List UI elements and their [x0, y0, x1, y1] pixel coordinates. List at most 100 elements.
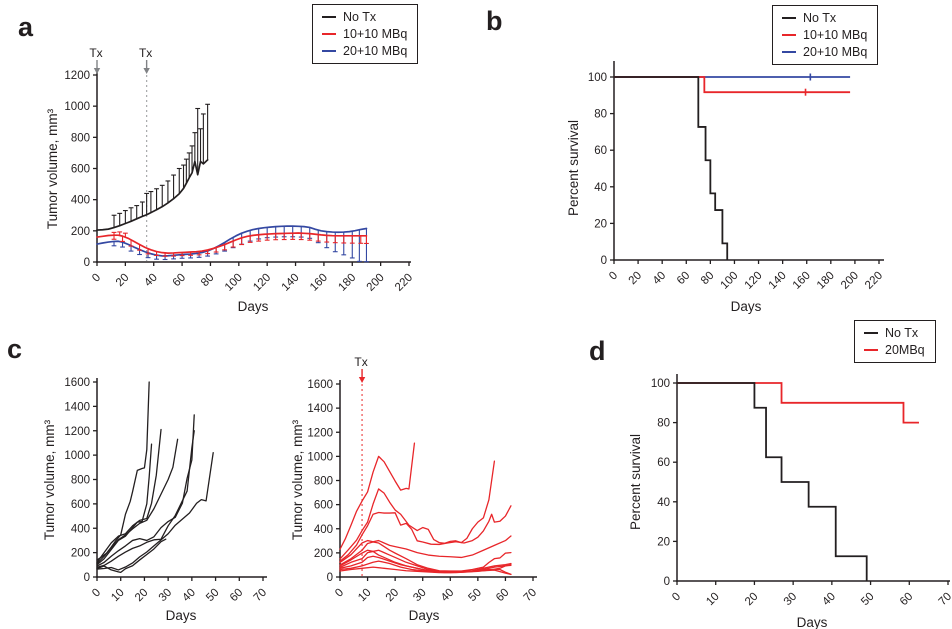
x-tick-label: 20 [133, 587, 151, 605]
panel-label-b: b [486, 6, 503, 36]
series-no-tx [677, 382, 868, 581]
y-tick-label: 800 [71, 475, 90, 487]
y-tick-label: 1600 [64, 377, 90, 389]
x-tick-label: 100 [223, 272, 245, 294]
x-tick-label: 60 [494, 587, 512, 605]
series-mouse-6 [339, 549, 512, 573]
legend-line-swatch-icon [322, 32, 336, 36]
data-line [96, 381, 150, 561]
legend-panel-d: No Tx 20MBq [854, 320, 936, 363]
y-axis-label: Percent survival [566, 120, 581, 216]
series-mouse-10 [339, 566, 512, 575]
y-tick-label: 600 [71, 499, 90, 511]
y-axis-label: Tumor volume, mm³ [45, 108, 60, 229]
y-axis-label: Percent survival [628, 434, 643, 530]
legend-line-swatch-icon [864, 331, 878, 335]
y-tick-label: 400 [71, 195, 90, 207]
tx-annotation-label: Tx [354, 355, 367, 369]
legend-item: No Tx [782, 10, 867, 26]
y-tick-label: 0 [84, 257, 90, 269]
legend-line-swatch-icon [322, 49, 336, 53]
series-10-10-mbq [96, 231, 369, 257]
y-tick-label: 100 [588, 72, 607, 84]
x-tick-label: 20 [627, 270, 645, 288]
y-tick-label: 200 [314, 548, 333, 560]
legend-item: 10+10 MBq [782, 27, 867, 43]
x-tick-label: 60 [675, 270, 693, 288]
x-tick-label: 60 [228, 587, 246, 605]
x-tick-label: 160 [308, 272, 330, 294]
y-tick-label: 1400 [307, 403, 333, 415]
y-tick-label: 20 [594, 218, 607, 230]
x-tick-label: 0 [90, 272, 103, 285]
y-tick-label: 200 [71, 226, 90, 238]
panel-label-d: d [589, 336, 606, 366]
legend-item: No Tx [864, 325, 925, 341]
series-mouse-1 [339, 442, 416, 550]
legend-panel-b: No Tx 10+10 MBq 20+10 MBq [772, 5, 879, 65]
x-tick-label: 140 [767, 270, 789, 292]
y-tick-label: 200 [71, 548, 90, 560]
series-mouse-3 [339, 505, 512, 562]
x-tick-label: 120 [743, 270, 765, 292]
series-mouse-5 [339, 541, 512, 572]
series-mouse-5 [96, 414, 195, 567]
y-tick-label: 40 [594, 182, 607, 194]
y-tick-label: 80 [657, 418, 670, 430]
x-tick-label: 220 [393, 272, 415, 294]
y-tick-label: 1000 [64, 450, 90, 462]
survival-curve [677, 382, 919, 424]
y-tick-label: 20 [657, 536, 670, 548]
y-tick-label: 60 [594, 145, 607, 157]
x-tick-label: 70 [937, 591, 952, 609]
legend-label: No Tx [803, 11, 837, 25]
chart-c2: 0 10 20 30 40 50 60 70 0 200 400 600 800 1000 1200 1400… [290, 355, 539, 623]
x-tick-label: 80 [699, 270, 717, 288]
legend-label: No Tx [343, 10, 377, 24]
survival-curve [614, 76, 851, 94]
y-tick-label: 1400 [64, 401, 90, 413]
data-line [96, 443, 153, 566]
y-tick-label: 600 [71, 164, 90, 176]
x-tick-label: 40 [180, 587, 198, 605]
legend-label: 20+10 MBq [343, 44, 408, 58]
legend-label: No Tx [885, 326, 919, 340]
legend-line-swatch-icon [782, 50, 796, 54]
series-no-tx [96, 103, 211, 231]
x-tick-label: 180 [336, 272, 358, 294]
legend-line-swatch-icon [782, 33, 796, 37]
data-line [96, 430, 195, 568]
data-line [96, 452, 214, 571]
series-no-tx [614, 76, 729, 260]
y-tick-label: 400 [314, 524, 333, 536]
y-tick-label: 0 [327, 572, 333, 584]
x-tick-label: 20 [114, 272, 132, 290]
x-tick-label: 30 [782, 591, 800, 609]
y-tick-label: 1000 [307, 451, 333, 463]
x-tick-label: 10 [109, 587, 127, 605]
y-tick-label: 1200 [307, 427, 333, 439]
legend-item: 20MBq [864, 342, 925, 358]
y-axis-label: Tumor volume, mm³ [290, 419, 305, 540]
x-tick-label: 200 [365, 272, 387, 294]
legend-item: 10+10 MBq [322, 26, 407, 42]
x-tick-label: 0 [670, 591, 683, 604]
panel-label-a: a [18, 12, 34, 42]
legend-line-swatch-icon [322, 15, 336, 19]
tx-annotation-label: Tx [139, 46, 152, 60]
data-line [339, 566, 512, 575]
series-mouse-7 [96, 452, 214, 571]
legend-line-swatch-icon [864, 348, 878, 352]
x-tick-label: 120 [251, 272, 273, 294]
y-tick-label: 400 [71, 523, 90, 535]
series-mouse-4 [96, 438, 179, 565]
x-tick-label: 20 [743, 591, 761, 609]
data-line [339, 535, 512, 564]
x-tick-label: 0 [607, 270, 620, 283]
series-mouse-2 [96, 443, 153, 566]
chart-c1: 0 10 20 30 40 50 60 70 0 200 400 600 800 1000 1200 1400… [42, 377, 269, 623]
x-tick-label: 10 [704, 591, 722, 609]
series-mouse-3 [96, 428, 162, 564]
data-line [96, 538, 167, 574]
